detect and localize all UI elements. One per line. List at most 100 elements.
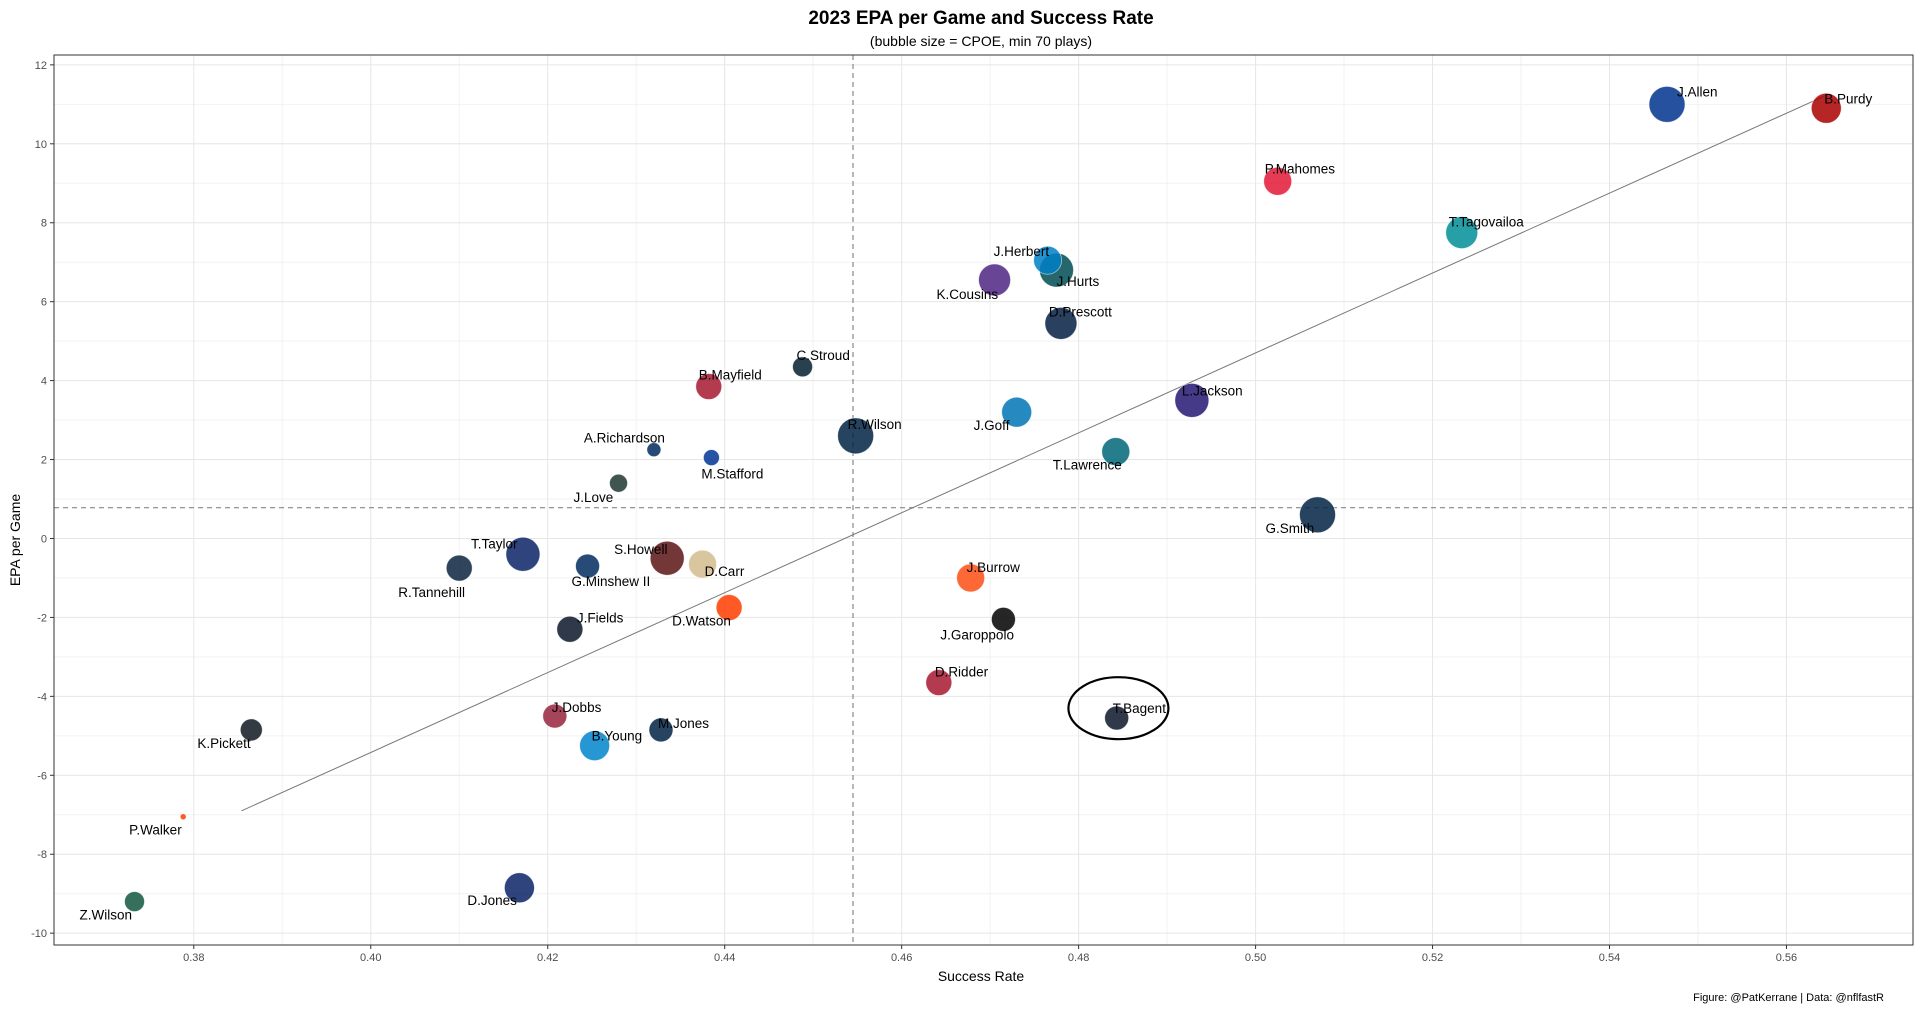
reference-lines bbox=[54, 55, 1913, 945]
y-tick-label: -4 bbox=[37, 691, 47, 703]
highlight-ellipse bbox=[1067, 676, 1170, 741]
point-label: Z.Wilson bbox=[80, 908, 133, 923]
x-axis-title: Success Rate bbox=[938, 968, 1025, 984]
data-point bbox=[1810, 92, 1842, 124]
x-tick-label: 0.56 bbox=[1776, 952, 1797, 964]
data-point bbox=[695, 373, 723, 400]
point-label: G.Smith bbox=[1266, 521, 1315, 536]
point-label: M.Stafford bbox=[701, 467, 763, 482]
data-point bbox=[715, 594, 743, 621]
data-point bbox=[978, 263, 1011, 297]
y-tick-label: 4 bbox=[41, 376, 47, 388]
point-label: P.Mahomes bbox=[1265, 161, 1336, 176]
data-point bbox=[688, 549, 717, 579]
x-tick-label: 0.44 bbox=[714, 952, 735, 964]
point-label: J.Herbert bbox=[994, 244, 1050, 259]
point-label: J.Goff bbox=[974, 418, 1010, 433]
point-label: J.Hurts bbox=[1056, 274, 1099, 289]
point-label: D.Jones bbox=[467, 893, 517, 908]
x-axis-ticks: 0.38 0.40 0.42 0.44 0.46 0.48 0.50 0.52 0.54 0.56 bbox=[183, 945, 1797, 964]
y-axis-ticks: -10 -8 -6 -4 -2 0 2 4 6 8 10 12 bbox=[31, 60, 54, 940]
x-tick-label: 0.38 bbox=[183, 952, 204, 964]
y-tick-label: -2 bbox=[37, 612, 47, 624]
point-label: D.Watson bbox=[672, 614, 731, 629]
x-tick-label: 0.48 bbox=[1068, 952, 1089, 964]
point-label: T.Tagovailoa bbox=[1449, 215, 1525, 230]
data-point bbox=[124, 891, 145, 912]
data-point bbox=[1101, 437, 1131, 467]
point-label: T.Taylor bbox=[471, 536, 518, 551]
x-tick-label: 0.52 bbox=[1422, 952, 1443, 964]
data-point bbox=[1263, 166, 1293, 196]
y-tick-label: 0 bbox=[41, 533, 47, 545]
y-tick-label: 12 bbox=[35, 60, 47, 72]
data-point bbox=[1299, 496, 1336, 534]
x-tick-label: 0.50 bbox=[1245, 952, 1266, 964]
data-point bbox=[646, 442, 662, 458]
point-label: P.Walker bbox=[129, 823, 182, 838]
point-label: J.Fields bbox=[577, 610, 624, 625]
data-point bbox=[991, 606, 1016, 632]
point-label: K.Cousins bbox=[937, 287, 999, 302]
point-label: T.Bagent bbox=[1113, 701, 1167, 716]
point-label: G.Minshew II bbox=[572, 574, 651, 589]
point-label: S.Howell bbox=[614, 542, 667, 557]
highlight-ring bbox=[1067, 676, 1170, 741]
chart-subtitle: (bubble size = CPOE, min 70 plays) bbox=[870, 33, 1092, 49]
point-label: D.Ridder bbox=[935, 665, 989, 680]
data-point bbox=[648, 717, 674, 743]
y-tick-label: 10 bbox=[35, 139, 47, 151]
y-tick-label: -10 bbox=[31, 928, 47, 940]
data-point bbox=[1445, 216, 1479, 250]
point-label: T.Lawrence bbox=[1053, 458, 1122, 473]
point-label: L.Jackson bbox=[1182, 383, 1243, 398]
point-label: R.Wilson bbox=[848, 417, 902, 432]
data-point bbox=[1001, 396, 1033, 428]
plot-border bbox=[53, 54, 1914, 946]
y-tick-label: 2 bbox=[41, 455, 47, 467]
data-point bbox=[1104, 705, 1130, 731]
y-tick-label: -8 bbox=[37, 849, 47, 861]
point-label: M.Jones bbox=[658, 716, 709, 731]
x-tick-label: 0.42 bbox=[537, 952, 558, 964]
point-label: D.Carr bbox=[705, 564, 745, 579]
point-label: J.Love bbox=[574, 490, 614, 505]
x-tick-label: 0.54 bbox=[1599, 952, 1620, 964]
point-label: B.Purdy bbox=[1824, 91, 1872, 106]
y-tick-label: -6 bbox=[37, 770, 47, 782]
gridlines bbox=[54, 55, 1913, 945]
point-label: J.Allen bbox=[1677, 84, 1718, 99]
point-label: B.Young bbox=[592, 729, 643, 744]
point-label: K.Pickett bbox=[197, 736, 251, 751]
y-axis-title: EPA per Game bbox=[7, 494, 23, 587]
chart-title: 2023 EPA per Game and Success Rate bbox=[808, 8, 1153, 29]
point-label: A.Richardson bbox=[584, 431, 665, 446]
data-point bbox=[556, 615, 584, 643]
point-labels: J.Allen B.Purdy P.Mahomes T.Tagovailoa J.Her… bbox=[80, 84, 1873, 922]
y-tick-label: 8 bbox=[41, 218, 47, 230]
data-point bbox=[575, 553, 600, 579]
data-point bbox=[1044, 306, 1078, 340]
point-label: B.Mayfield bbox=[699, 368, 762, 383]
data-point bbox=[504, 872, 535, 904]
data-point bbox=[1174, 382, 1210, 418]
data-point bbox=[925, 669, 953, 696]
point-label: J.Garoppolo bbox=[940, 627, 1014, 642]
data-point bbox=[837, 417, 875, 455]
point-label: D.Prescott bbox=[1049, 304, 1112, 319]
y-tick-label: 6 bbox=[41, 297, 47, 309]
data-points bbox=[124, 85, 1842, 912]
data-point bbox=[649, 540, 685, 576]
data-point bbox=[609, 473, 628, 493]
data-point bbox=[239, 718, 263, 742]
data-point bbox=[956, 563, 986, 593]
point-label: C.Stroud bbox=[797, 348, 850, 363]
point-label: J.Burrow bbox=[967, 560, 1021, 575]
data-point bbox=[579, 730, 611, 762]
data-point bbox=[445, 554, 473, 582]
x-tick-label: 0.46 bbox=[891, 952, 912, 964]
caption: Figure: @PatKerrane | Data: @nflfastR bbox=[1693, 992, 1884, 1004]
data-point bbox=[505, 536, 541, 572]
data-point bbox=[1033, 245, 1063, 275]
